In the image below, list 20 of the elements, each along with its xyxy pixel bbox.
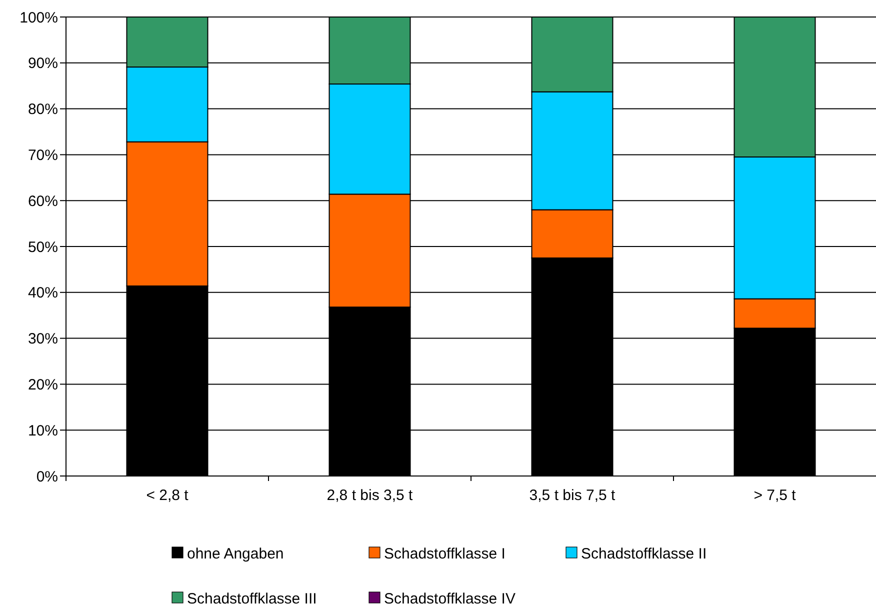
legend-label: Schadstoffklasse III bbox=[187, 590, 317, 605]
x-tick-label: 3,5 t bis 7,5 t bbox=[529, 487, 616, 504]
y-tick-label: 30% bbox=[28, 330, 58, 348]
legend-label: Schadstoffklasse I bbox=[384, 545, 506, 562]
x-tick-label: > 7,5 t bbox=[754, 487, 797, 504]
y-tick-label: 90% bbox=[28, 55, 58, 72]
legend-label: Schadstoffklasse II bbox=[581, 545, 707, 562]
y-tick-label: 10% bbox=[28, 422, 58, 440]
x-tick-label: 2,8 t bis 3,5 t bbox=[326, 487, 414, 504]
y-tick-label: 0% bbox=[36, 468, 58, 486]
x-tick-label: < 2,8 t bbox=[146, 487, 190, 504]
y-tick-label: 60% bbox=[28, 192, 58, 210]
y-tick-label: 50% bbox=[28, 238, 58, 256]
legend-label: Schadstoffklasse IV bbox=[384, 590, 516, 605]
y-tick-label: 80% bbox=[28, 101, 58, 118]
y-tick-label: 70% bbox=[28, 146, 58, 164]
legend-label: ohne Angaben bbox=[187, 545, 284, 562]
y-tick-label: 100% bbox=[20, 9, 58, 26]
y-tick-label: 40% bbox=[28, 284, 58, 302]
y-tick-label: 20% bbox=[28, 376, 58, 394]
